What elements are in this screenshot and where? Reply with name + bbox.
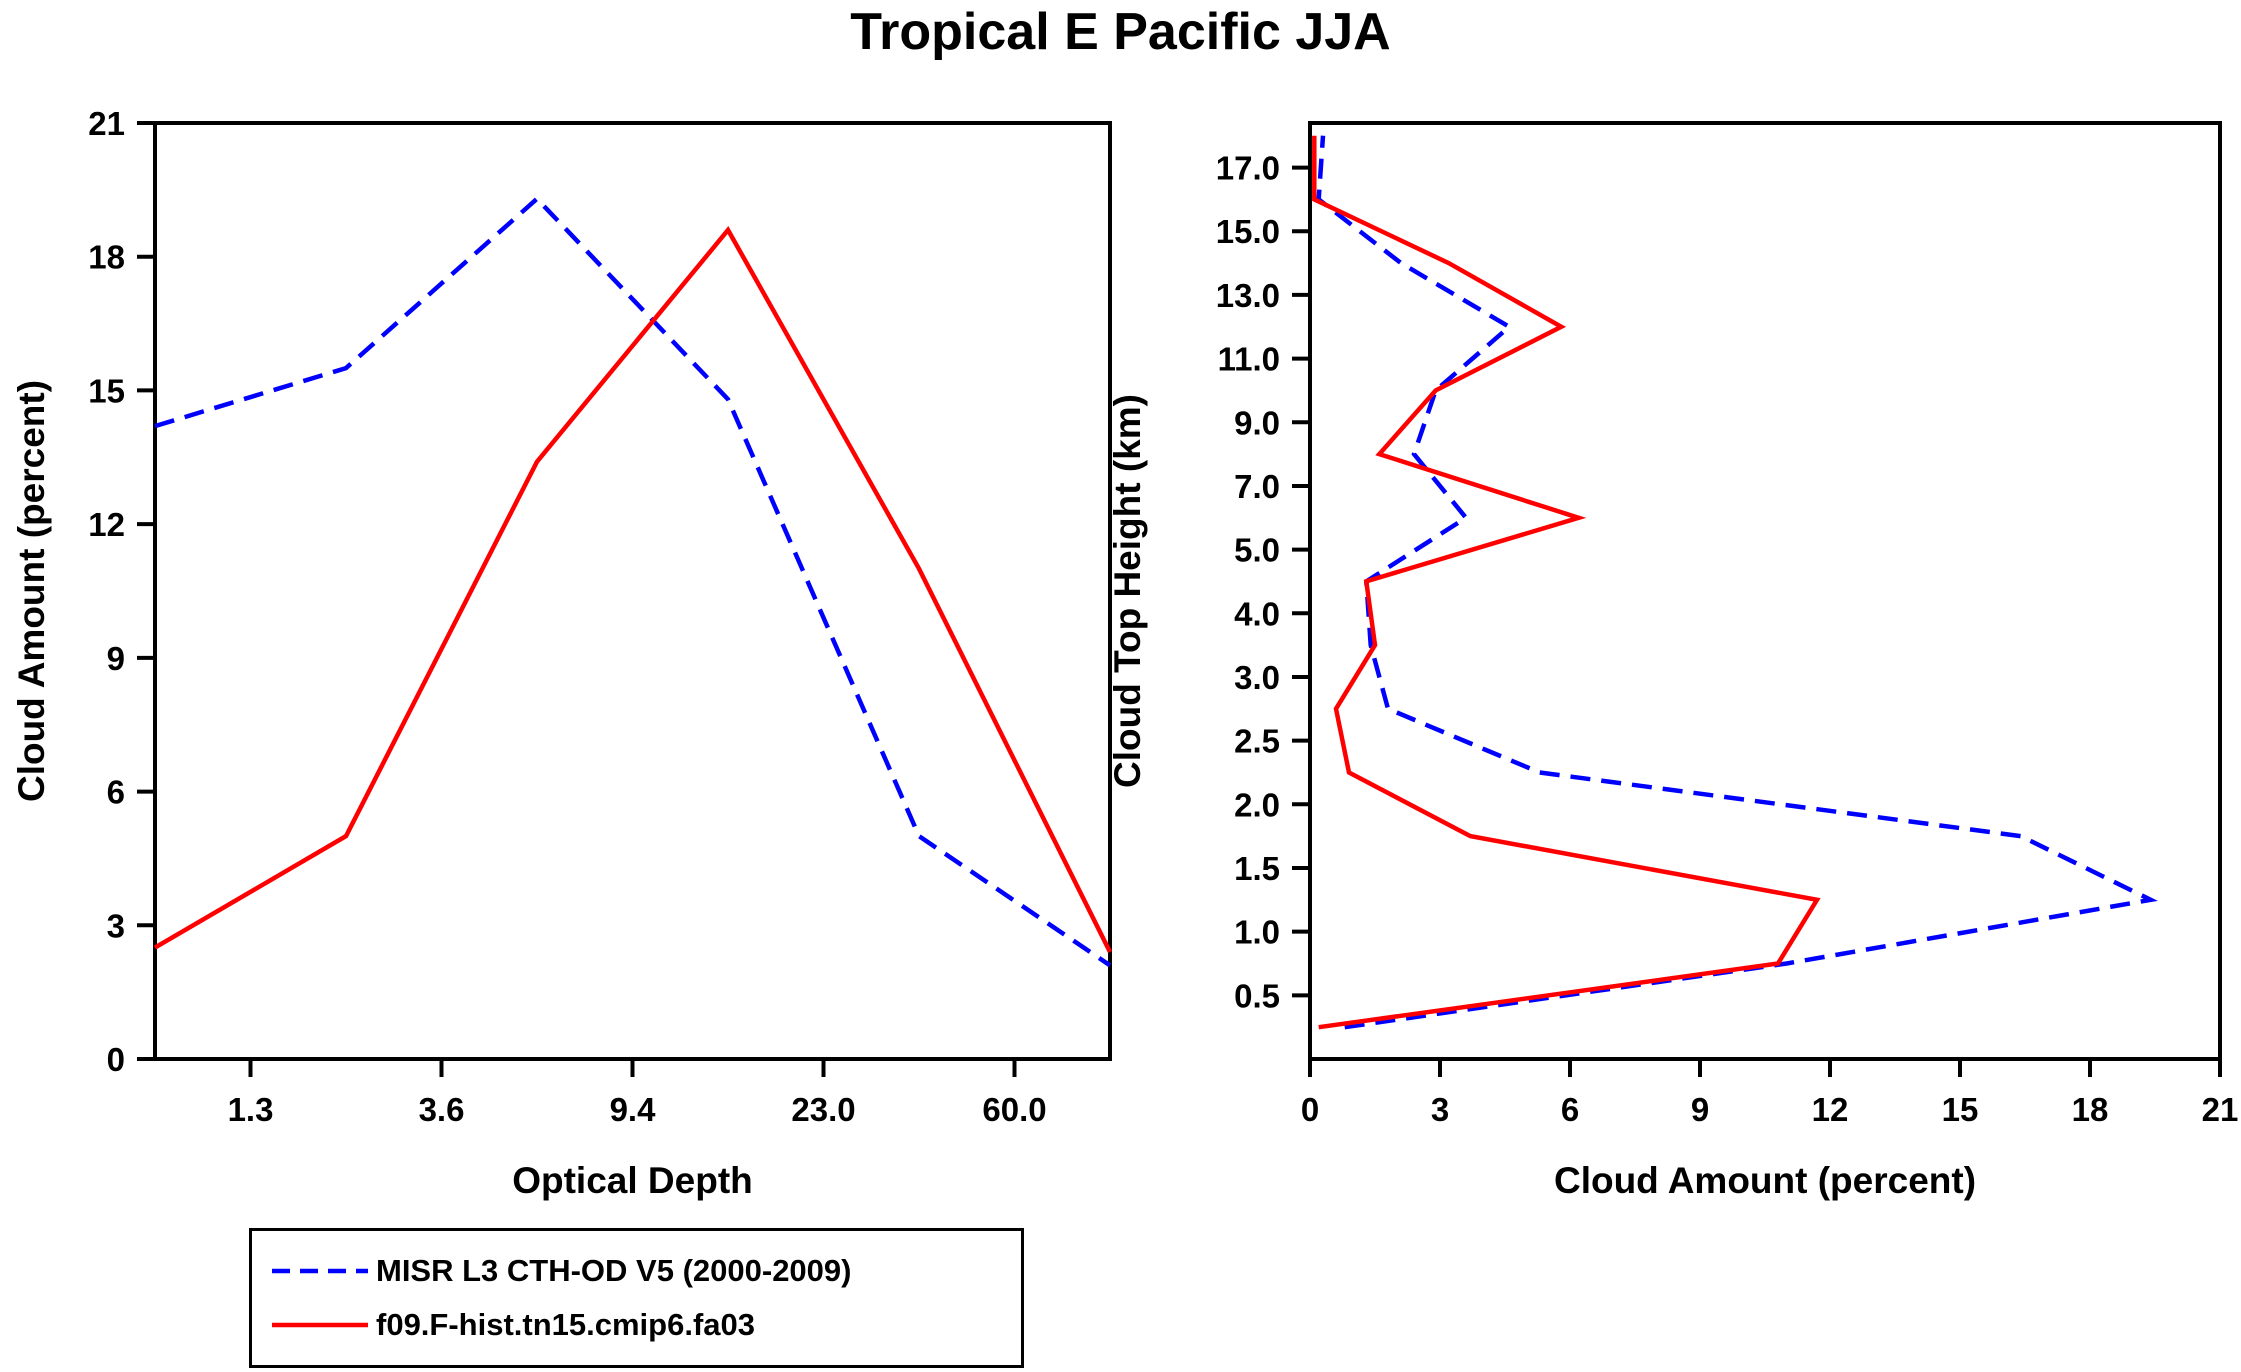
y-tick-label: 9.0 [1234, 404, 1280, 441]
legend-label-misr: MISR L3 CTH-OD V5 (2000-2009) [376, 1253, 852, 1288]
y-tick-label: 2.5 [1234, 723, 1280, 760]
y-tick-label: 7.0 [1234, 468, 1280, 505]
y-tick-label: 13.0 [1216, 277, 1280, 314]
x-tick-label: 23.0 [791, 1091, 855, 1128]
y-tick-label: 6 [107, 774, 125, 811]
y-tick-label: 15 [88, 372, 125, 409]
x-tick-label: 60.0 [982, 1091, 1046, 1128]
right-x-axis-title: Cloud Amount (percent) [1554, 1160, 1976, 1201]
y-tick-label: 1.5 [1234, 850, 1280, 887]
y-tick-label: 3.0 [1234, 659, 1280, 696]
x-tick-label: 0 [1301, 1091, 1319, 1128]
left-panel-frame [153, 121, 1112, 1061]
y-tick-label: 12 [88, 506, 125, 543]
y-tick-label: 21 [88, 105, 125, 142]
misr-legend-line-sample [272, 1268, 368, 1274]
y-tick-label: 11.0 [1218, 341, 1280, 378]
model-line-optical-depth [153, 226, 1113, 954]
model-legend-line-sample [272, 1322, 368, 1328]
figure-title: Tropical E Pacific JJA [850, 3, 1391, 61]
x-tick-label: 6 [1561, 1091, 1579, 1128]
x-tick-label: 18 [2072, 1091, 2109, 1128]
x-tick-label: 21 [2202, 1091, 2239, 1128]
y-tick-label: 15.0 [1216, 213, 1280, 250]
y-tick-label: 0 [107, 1041, 125, 1078]
legend-label-model: f09.F-hist.tn15.cmip6.fa03 [376, 1307, 756, 1342]
right-y-axis-title: Cloud Top Height (km) [1107, 394, 1148, 788]
x-tick-label: 15 [1942, 1091, 1979, 1128]
y-tick-label: 2.0 [1234, 786, 1280, 823]
model-line-cloud-top-height [1312, 135, 1821, 1030]
x-tick-label: 3.6 [419, 1091, 465, 1128]
legend-item-misr: MISR L3 CTH-OD V5 (2000-2009) [270, 1253, 1003, 1289]
y-tick-label: 0.5 [1234, 977, 1280, 1014]
y-tick-label: 4.0 [1234, 595, 1280, 632]
legend-box: MISR L3 CTH-OD V5 (2000-2009) f09.F-hist.… [249, 1228, 1024, 1368]
left-y-axis-title: Cloud Amount (percent) [11, 380, 52, 802]
y-tick-label: 3 [107, 907, 125, 944]
y-tick-label: 9 [107, 640, 125, 677]
left-x-axis-title: Optical Depth [512, 1160, 753, 1201]
x-tick-label: 3 [1431, 1091, 1449, 1128]
x-tick-label: 9 [1691, 1091, 1709, 1128]
misr-observed-line-cloud-top-height [1316, 135, 2158, 1030]
right-panel-cloud-top-height: 0 3 6 9 12 15 18 21 0.5 1.0 1.5 2.0 2.5 3.0 4.0 5.0 7.0 9… [1107, 121, 2239, 1201]
right-panel-frame [1308, 121, 2222, 1061]
y-tick-label: 17.0 [1216, 150, 1280, 187]
x-tick-label: 9.4 [610, 1091, 657, 1128]
x-tick-label: 12 [1812, 1091, 1849, 1128]
misr-observed-line-optical-depth [154, 195, 1112, 968]
y-tick-label: 18 [88, 239, 125, 276]
legend-item-model: f09.F-hist.tn15.cmip6.fa03 [270, 1307, 1003, 1343]
y-tick-label: 5.0 [1234, 532, 1280, 569]
x-tick-label: 1.3 [228, 1091, 274, 1128]
left-panel-optical-depth: 1.3 3.6 9.4 23.0 60.0 0 3 6 9 12 15 18 21 Optical Dep… [11, 105, 1113, 1201]
y-tick-label: 1.0 [1234, 914, 1280, 951]
